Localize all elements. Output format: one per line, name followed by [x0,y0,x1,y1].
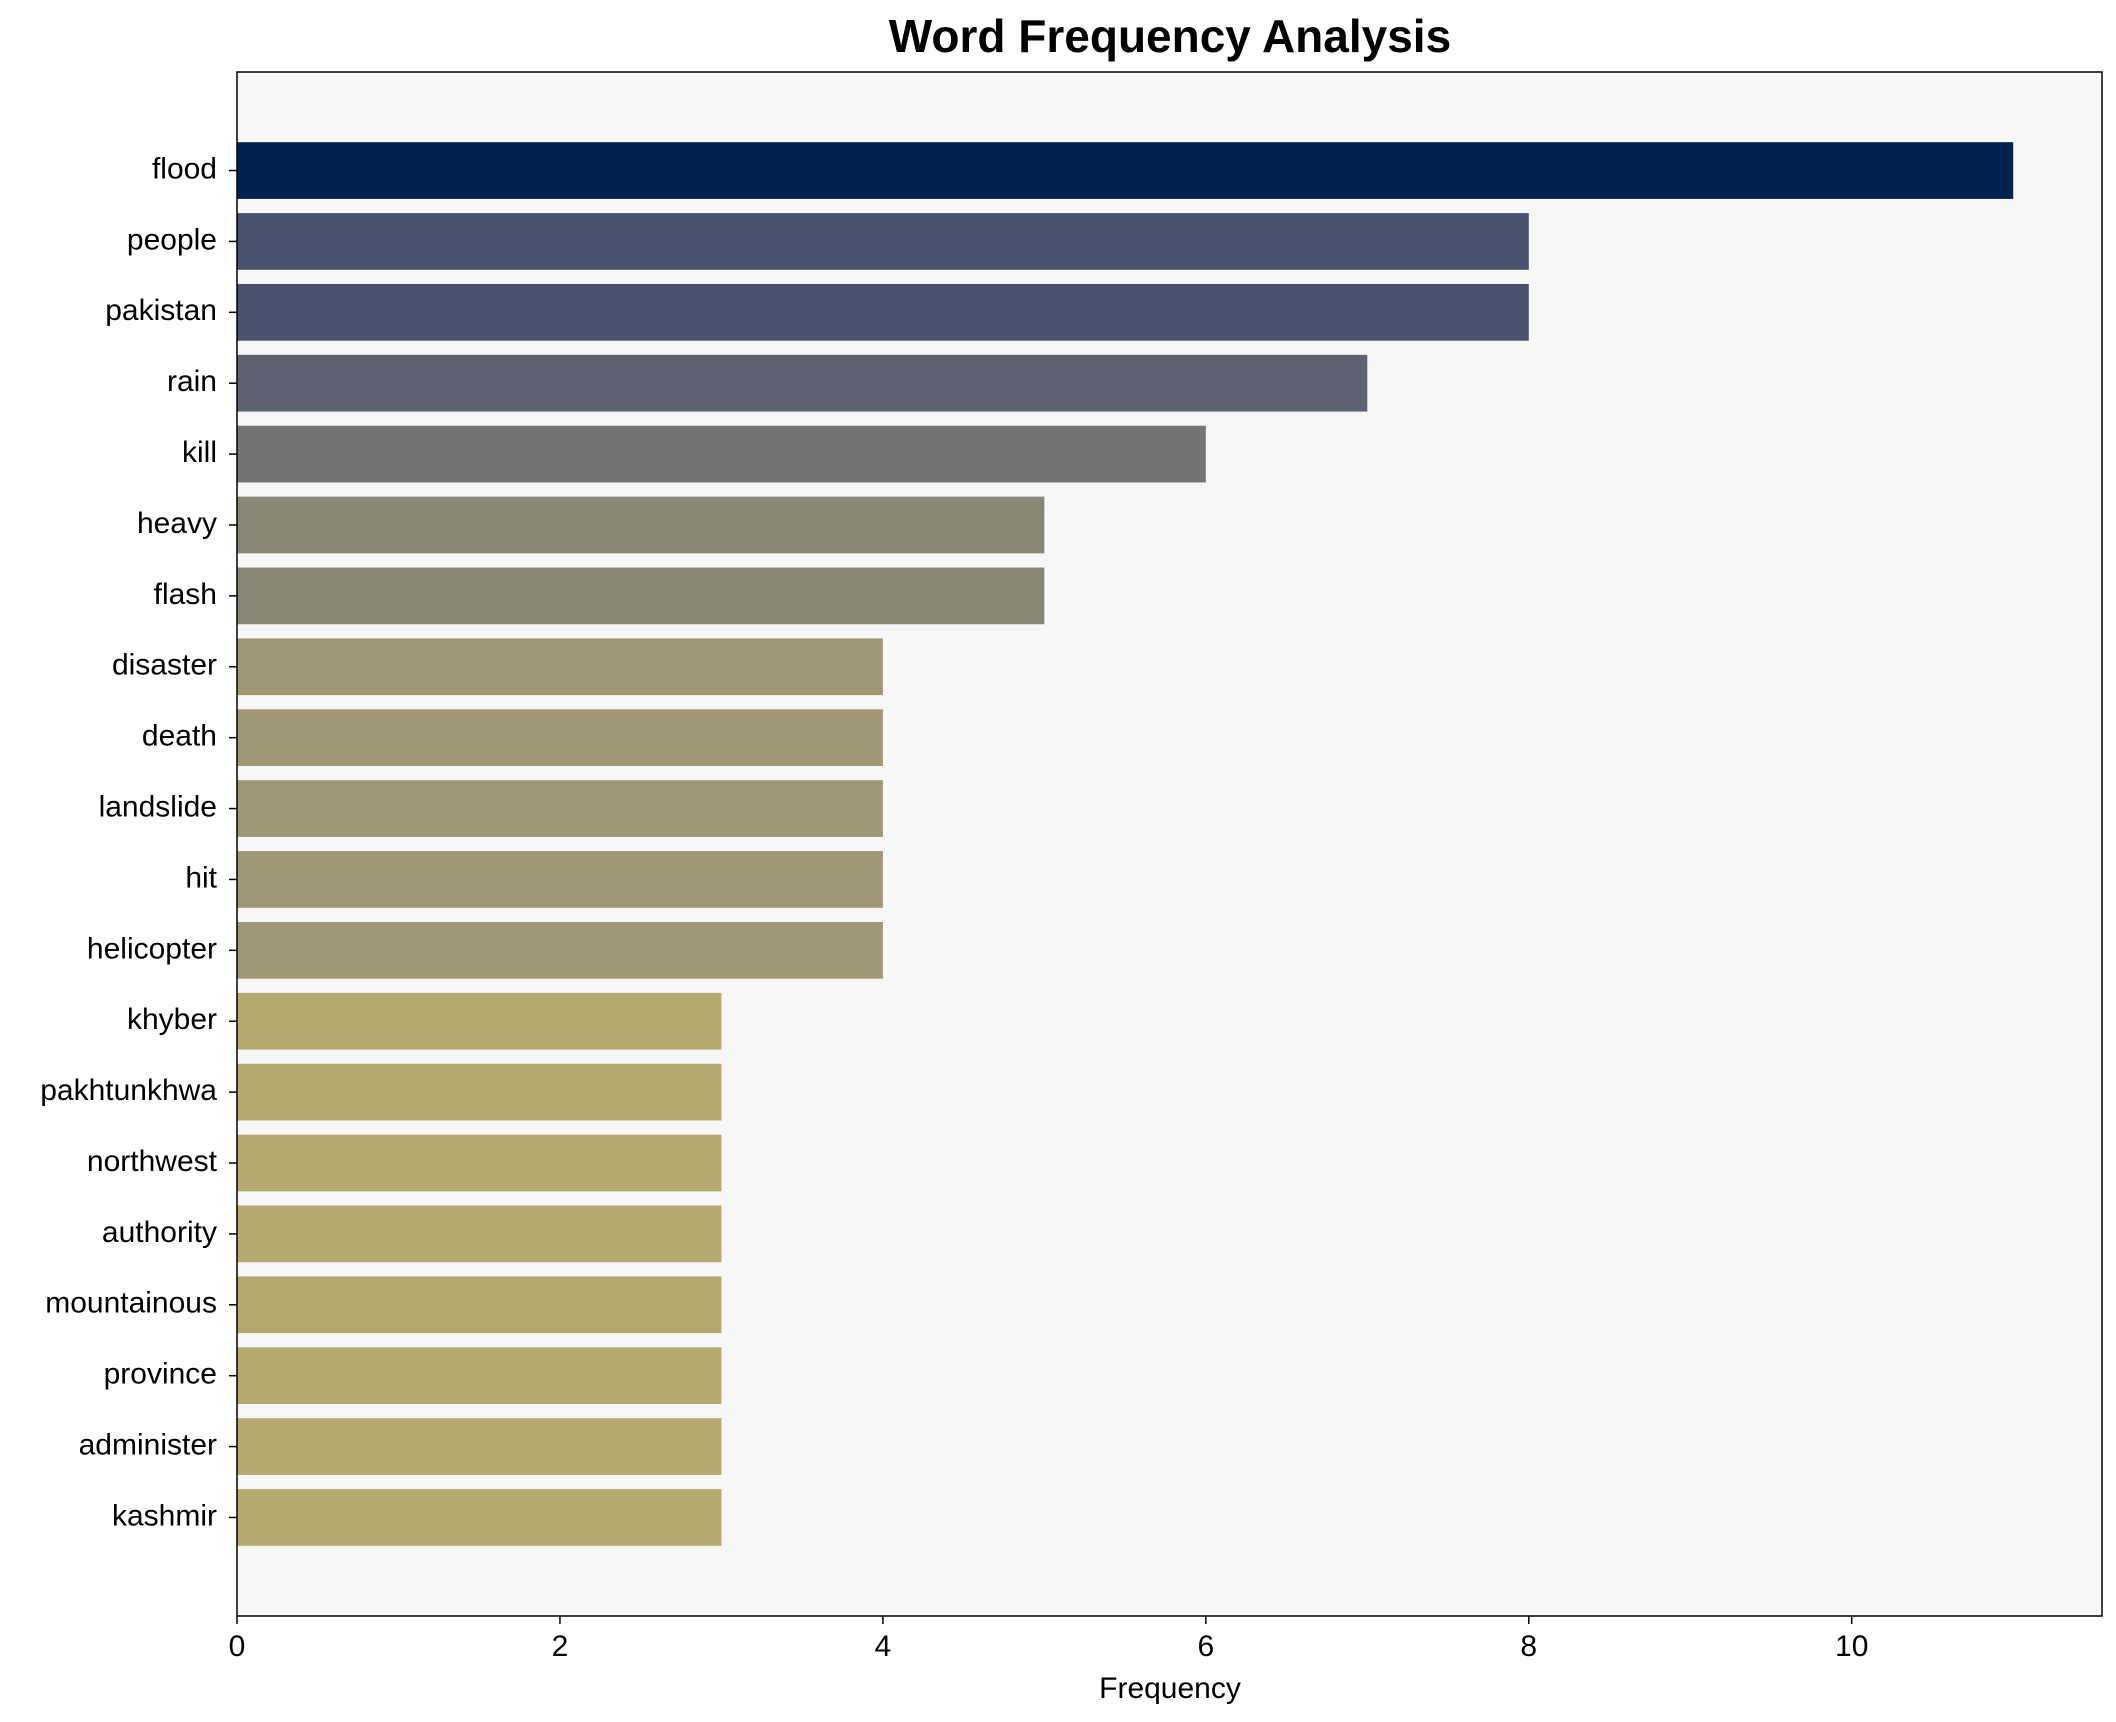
y-tick-label: death [142,720,217,753]
bar [237,1063,722,1121]
bar [237,283,1529,341]
y-tick-label: rain [167,365,217,398]
plot-frame [236,71,2103,1617]
y-tick-label: kashmir [112,1499,217,1532]
bar [237,709,883,767]
y-tick-label: hit [185,861,217,894]
y-tick-label: kill [182,436,217,469]
x-axis-label: Frequency [1099,1672,1241,1705]
bar [237,425,1206,483]
bar [237,142,2014,199]
y-tick-label: khyber [127,1003,217,1036]
bar [237,1134,722,1192]
bar [237,213,1529,270]
bar [237,354,1368,412]
y-tick-label: flash [154,578,217,611]
x-tick-label: 6 [1197,1630,1214,1663]
bar [237,992,722,1050]
y-tick-label: pakistan [105,294,217,327]
bar [237,638,883,696]
y-tick-label: mountainous [45,1287,217,1320]
chart-title: Word Frequency Analysis [889,10,1451,62]
y-tick-label: heavy [137,507,217,540]
y-tick-label: landslide [99,790,217,823]
x-tick-label: 8 [1520,1630,1537,1663]
bar [237,921,883,979]
x-tick-label: 4 [875,1630,892,1663]
x-tick-label: 2 [552,1630,569,1663]
bar [237,1418,722,1475]
y-tick-label: pakhtunkhwa [40,1074,217,1107]
x-tick-label: 10 [1835,1630,1868,1663]
bar [237,1276,722,1334]
x-tick-label: 0 [229,1630,246,1663]
y-tick-label: disaster [112,649,217,682]
y-tick-label: province [104,1358,217,1391]
y-tick-label: northwest [87,1145,218,1178]
y-tick-label: people [127,223,217,256]
bar [237,851,883,908]
bar [237,1347,722,1405]
bar [237,496,1045,554]
y-tick-label: administer [79,1428,217,1461]
y-tick-label: authority [102,1216,217,1249]
y-tick-label: helicopter [87,932,217,965]
y-tick-label: flood [152,152,217,185]
bar [237,1489,722,1546]
bar [237,567,1045,625]
bar [237,1205,722,1263]
bar [237,780,883,837]
